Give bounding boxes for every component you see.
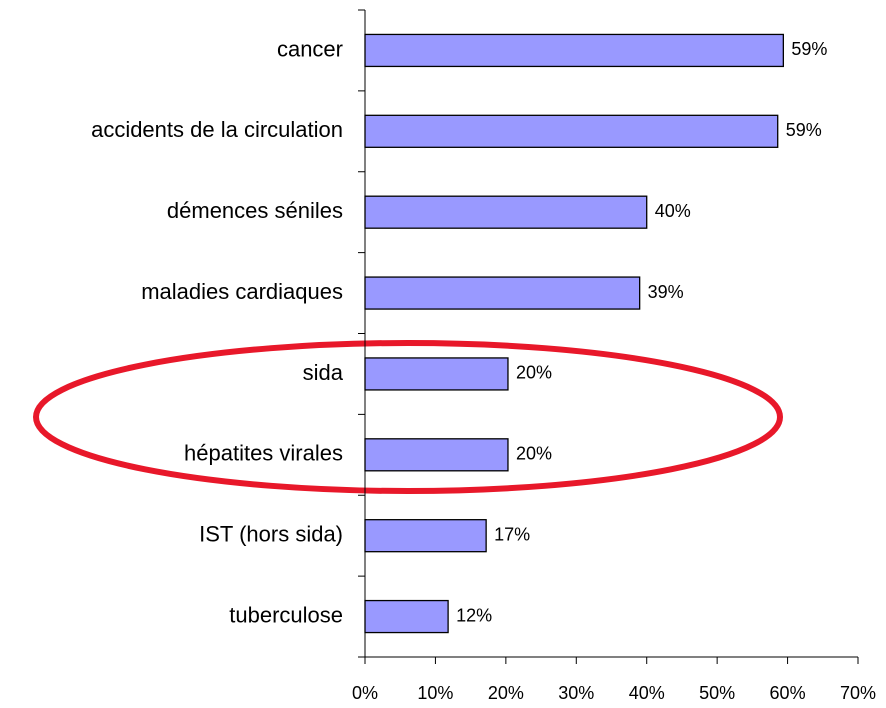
- category-label: accidents de la circulation: [91, 117, 343, 142]
- value-label: 20%: [516, 363, 552, 383]
- category-label: sida: [303, 360, 344, 385]
- highlight-ellipse: [33, 340, 783, 494]
- x-tick-label: 50%: [699, 683, 735, 703]
- x-tick-label: 30%: [558, 683, 594, 703]
- x-tick-label: 10%: [417, 683, 453, 703]
- value-label: 59%: [791, 39, 827, 59]
- value-label: 17%: [494, 524, 530, 544]
- category-label: IST (hors sida): [199, 522, 343, 547]
- bar: [364, 599, 449, 634]
- x-tick-label: 0%: [352, 683, 378, 703]
- category-label: hépatites virales: [184, 441, 343, 466]
- value-label: 20%: [516, 444, 552, 464]
- bar: [364, 276, 641, 310]
- category-label: cancer: [277, 36, 343, 61]
- x-tick-label: 40%: [629, 683, 665, 703]
- category-label: démences séniles: [167, 198, 343, 223]
- bar: [364, 519, 487, 553]
- bar: [364, 357, 509, 391]
- value-label: 12%: [456, 605, 492, 625]
- bar: [364, 114, 779, 148]
- value-label: 40%: [655, 201, 691, 221]
- category-label: tuberculose: [229, 602, 343, 627]
- value-label: 39%: [648, 282, 684, 302]
- bar: [364, 195, 648, 229]
- x-tick-label: 70%: [840, 683, 876, 703]
- value-label: 59%: [786, 120, 822, 140]
- x-tick-label: 60%: [770, 683, 806, 703]
- bar: [364, 33, 784, 68]
- category-label: maladies cardiaques: [141, 279, 343, 304]
- bar: [364, 438, 509, 472]
- x-tick-label: 20%: [488, 683, 524, 703]
